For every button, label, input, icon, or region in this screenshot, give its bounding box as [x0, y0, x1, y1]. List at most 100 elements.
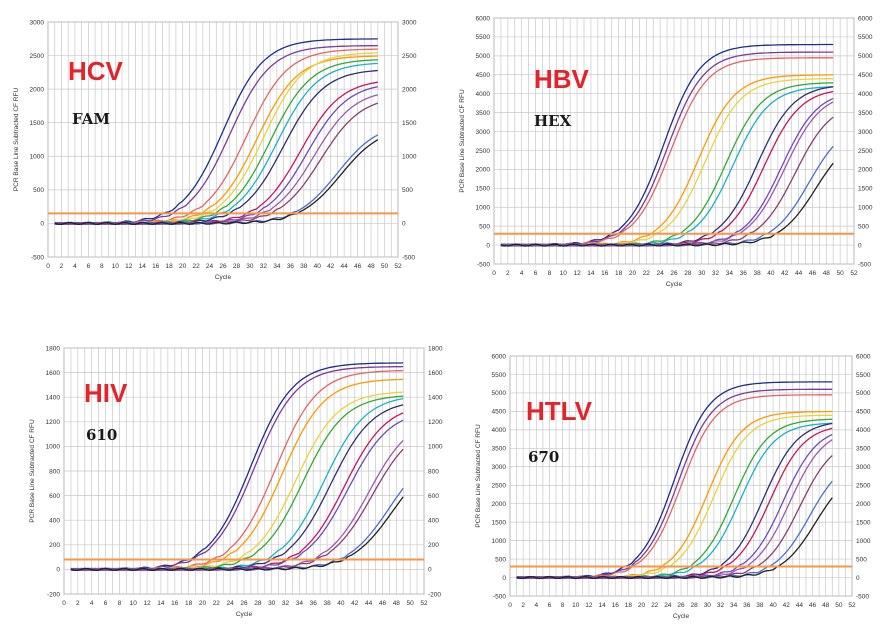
x-tick-label: 6: [104, 600, 108, 607]
x-tick-label: 30: [268, 600, 276, 607]
y-tick-label-right: 2500: [858, 148, 873, 155]
x-tick-label: 16: [152, 263, 160, 270]
virus-label: HTLV: [526, 396, 593, 426]
x-tick-label: 38: [756, 602, 764, 609]
y-tick-label-right: 1000: [856, 538, 871, 545]
y-tick-label-left: 2000: [492, 501, 507, 508]
dye-label: 670: [528, 448, 559, 466]
x-tick-label: 24: [206, 263, 214, 270]
x-axis-label: Cycle: [215, 274, 232, 281]
y-tick-label-left: -500: [493, 593, 506, 600]
x-tick-label: 22: [651, 602, 659, 609]
y-axis-label: PCR Base Line Subtracted CF RFU: [29, 419, 36, 523]
x-tick-label: 42: [783, 602, 791, 609]
x-tick-label: 18: [185, 600, 193, 607]
x-tick-label: 4: [520, 270, 524, 277]
x-tick-label: 44: [796, 602, 804, 609]
x-tick-label: 10: [130, 600, 138, 607]
amplification-curve: [500, 162, 834, 247]
y-tick-label-right: 0: [858, 242, 862, 249]
amplification-curve: [54, 139, 379, 226]
y-tick-label-left: 400: [49, 518, 60, 525]
y-tick-label-right: 2000: [856, 501, 871, 508]
x-tick-label: 40: [767, 270, 775, 277]
y-tick-label-left: 5500: [492, 372, 507, 379]
y-tick-label-right: 1000: [428, 444, 443, 451]
x-tick-label: 12: [125, 263, 133, 270]
y-tick-label-left: -500: [31, 254, 44, 261]
y-tick-label-right: 200: [428, 542, 439, 549]
x-axis-label: Cycle: [673, 613, 690, 620]
x-tick-label: 12: [143, 600, 151, 607]
x-tick-label: 10: [560, 270, 568, 277]
x-tick-label: 32: [717, 602, 725, 609]
y-tick-label-left: 0: [56, 567, 60, 574]
y-tick-label-left: 3000: [30, 19, 45, 26]
x-tick-label: 18: [615, 270, 623, 277]
y-tick-label-left: 2500: [476, 148, 491, 155]
x-tick-label: 18: [166, 263, 174, 270]
x-tick-label: 22: [192, 263, 200, 270]
x-tick-label: 16: [601, 270, 609, 277]
x-tick-label: 50: [837, 270, 845, 277]
y-tick-label-right: -500: [858, 261, 871, 268]
y-tick-label-right: 5000: [858, 53, 873, 60]
x-tick-label: 6: [534, 270, 538, 277]
x-tick-label: 16: [612, 602, 620, 609]
x-tick-label: 48: [393, 600, 401, 607]
x-tick-label: 14: [157, 600, 165, 607]
y-tick-label-left: 1000: [492, 538, 507, 545]
y-tick-label-right: 4500: [858, 72, 873, 79]
y-tick-label-right: 5500: [856, 372, 871, 379]
chart-svg-hiv: 0 2 4 6 8 10 12 14 16 18 20 22 24 26 28 30 32 34 36 38 40 42 4…: [29, 345, 443, 618]
x-tick-label: 38: [300, 263, 308, 270]
amplification-curve: [70, 496, 404, 572]
y-tick-label-left: 4000: [476, 91, 491, 98]
y-tick-label-right: 0: [856, 575, 860, 582]
y-tick-label-left: 1500: [30, 120, 45, 127]
x-tick-label: 38: [323, 600, 331, 607]
y-tick-label-right: 2000: [858, 167, 873, 174]
y-tick-label-right: 6000: [856, 353, 871, 360]
x-tick-label: 20: [629, 270, 637, 277]
y-tick-label-left: 3500: [492, 446, 507, 453]
x-tick-label: 28: [254, 600, 262, 607]
x-tick-label: 42: [327, 263, 335, 270]
y-tick-label-left: 1800: [46, 345, 61, 352]
x-axis-label: Cycle: [236, 611, 253, 618]
x-tick-label: 20: [199, 600, 207, 607]
y-tick-label-right: 600: [428, 493, 439, 500]
y-tick-label-left: 4500: [476, 72, 491, 79]
x-axis-label: Cycle: [666, 281, 683, 288]
x-tick-label: 16: [171, 600, 179, 607]
y-tick-label-left: 6000: [492, 353, 507, 360]
x-tick-label: 52: [394, 263, 402, 270]
y-tick-label-right: 1000: [402, 154, 417, 161]
x-tick-label: 44: [365, 600, 373, 607]
x-tick-label: 6: [87, 263, 91, 270]
x-tick-label: 46: [354, 263, 362, 270]
x-tick-label: 4: [534, 602, 538, 609]
y-tick-label-right: 1000: [858, 205, 873, 212]
x-tick-label: 38: [753, 270, 761, 277]
x-tick-label: 50: [381, 263, 389, 270]
y-tick-label-right: 5500: [858, 34, 873, 41]
chart-panel-htlv: 0 2 4 6 8 10 12 14 16 18 20 22 24 26 28 30 32 34 36 38 40 42 4…: [442, 340, 884, 627]
y-tick-label-left: 1500: [476, 186, 491, 193]
y-tick-label-left: 2500: [492, 483, 507, 490]
y-tick-label-right: 6000: [858, 15, 873, 22]
x-tick-label: 48: [823, 270, 831, 277]
virus-label: HIV: [84, 378, 128, 408]
x-tick-label: 26: [240, 600, 248, 607]
chart-svg-hbv: 0 2 4 6 8 10 12 14 16 18 20 22 24 26 28 30 32 34 36 38 40 42 4…: [459, 15, 873, 288]
y-tick-label-right: 1500: [858, 186, 873, 193]
x-tick-label: 36: [743, 602, 751, 609]
y-tick-label-left: 3000: [492, 464, 507, 471]
y-tick-label-left: 6000: [476, 15, 491, 22]
x-tick-label: 28: [684, 270, 692, 277]
x-tick-label: 52: [848, 602, 856, 609]
x-tick-label: 30: [246, 263, 254, 270]
chart-svg-hcv: 0 2 4 6 8 10 12 14 16 18 20 22 24 26 28 30 32 34 36 38 40 42 4…: [13, 19, 417, 281]
x-tick-label: 18: [625, 602, 633, 609]
x-tick-label: 8: [561, 602, 565, 609]
